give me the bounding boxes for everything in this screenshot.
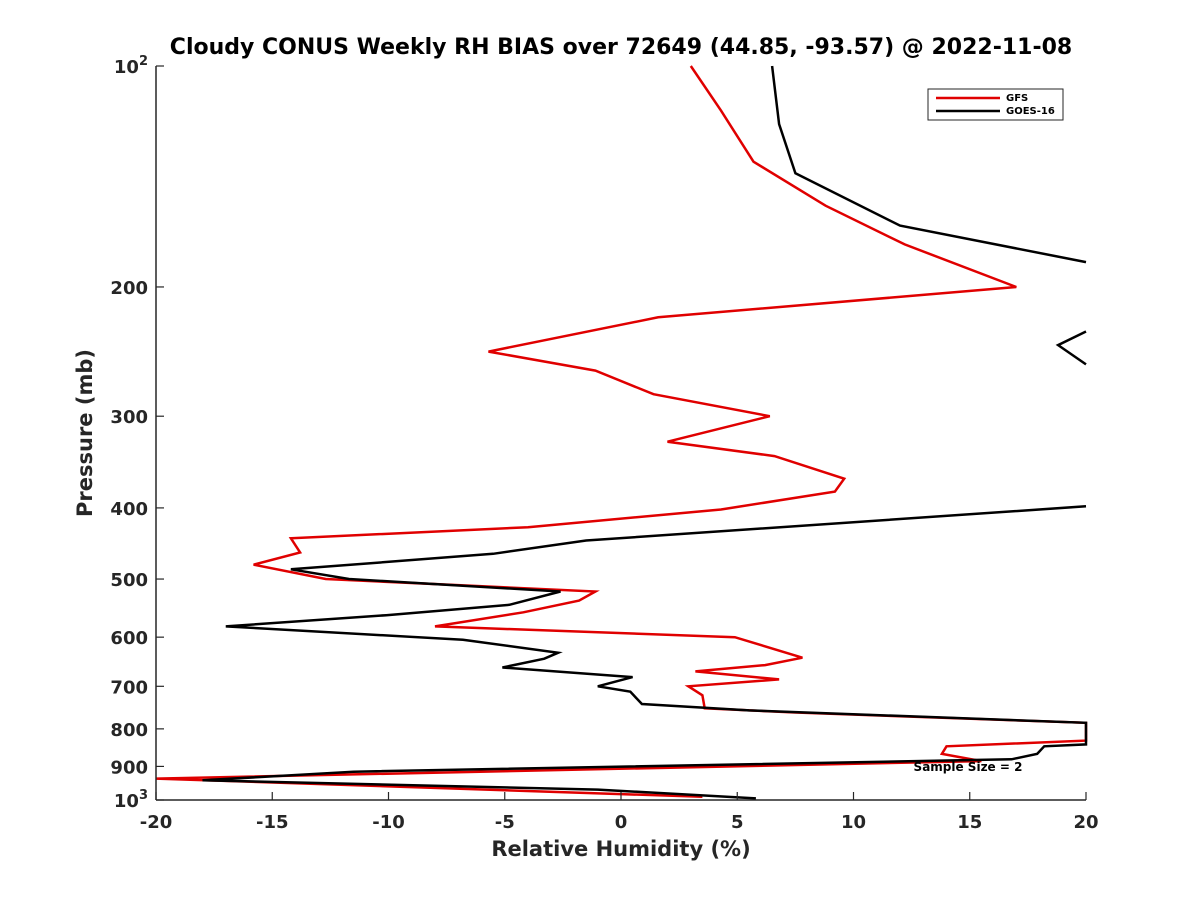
x-ticks: -20 -15 -10 -5 0 5 10 15 20 (140, 792, 1099, 833)
legend-label-gfs: GFS (1006, 93, 1028, 104)
y-tick-label: 600 (110, 628, 148, 649)
x-tick-label: -5 (495, 812, 515, 833)
plot-area (156, 66, 1086, 800)
y-tick-label: 900 (110, 757, 148, 778)
y-tick-label: 800 (110, 720, 148, 741)
legend-box (927, 88, 1064, 121)
y-tick-label: 400 (110, 499, 148, 520)
y-tick-label: 700 (110, 677, 148, 698)
chart-title: Cloudy CONUS Weekly RH BIAS over 72649 (… (170, 35, 1072, 60)
y-ticks: 102 200 300 400 500 600 700 800 900 103 (110, 54, 164, 812)
legend-label-goes16: GOES-16 (1006, 106, 1055, 117)
x-tick-label: 5 (731, 812, 744, 833)
y-tick-label: 300 (110, 407, 148, 428)
x-tick-label: -20 (140, 812, 173, 833)
y-tick-label: 102 (114, 54, 148, 78)
legend: GFS GOES-16 (927, 88, 1064, 121)
x-tick-label: -15 (256, 812, 289, 833)
y-tick-label: 200 (110, 278, 148, 299)
plot-background (156, 66, 1086, 800)
x-tick-label: 15 (957, 812, 982, 833)
x-tick-label: -10 (372, 812, 405, 833)
x-axis-label: Relative Humidity (%) (491, 837, 750, 861)
y-tick-label: 103 (114, 788, 148, 812)
series-layer (156, 65, 1088, 800)
x-tick-label: 20 (1073, 812, 1098, 833)
y-axis-label: Pressure (mb) (73, 349, 97, 517)
sample-size-annotation: Sample Size = 2 (914, 760, 1023, 774)
x-tick-label: 0 (615, 812, 628, 833)
y-tick-label: 500 (110, 570, 148, 591)
series-line-goes16 (202, 65, 1088, 800)
x-tick-label: 10 (841, 812, 866, 833)
